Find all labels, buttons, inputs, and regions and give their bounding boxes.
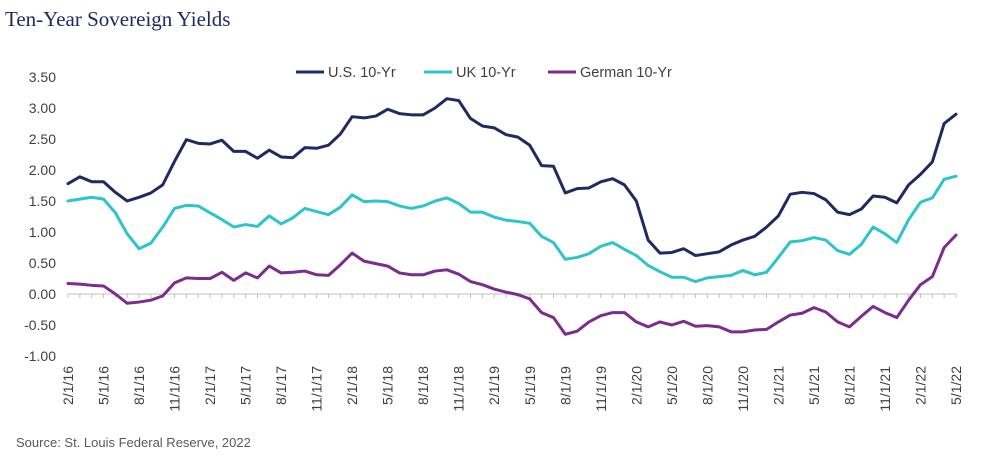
y-tick-label: -0.50 — [24, 317, 56, 333]
x-tick-label: 8/1/20 — [699, 366, 715, 405]
x-tick-label: 8/1/16 — [131, 366, 147, 405]
source-note: Source: St. Louis Federal Reserve, 2022 — [16, 435, 251, 450]
y-tick-label: 2.00 — [29, 162, 56, 178]
x-tick-label: 2/1/18 — [344, 366, 360, 405]
chart-title: Ten-Year Sovereign Yields — [5, 7, 231, 31]
x-tick-label: 8/1/19 — [557, 366, 573, 405]
x-tick-label: 11/1/21 — [877, 366, 893, 412]
legend-label: UK 10-Yr — [456, 65, 516, 81]
x-tick-label: 2/1/17 — [202, 366, 218, 405]
x-tick-label: 11/1/18 — [451, 366, 467, 412]
x-tick-label: 2/1/22 — [912, 366, 928, 405]
y-tick-label: 0.50 — [29, 255, 56, 271]
x-tick-label: 5/1/22 — [948, 366, 964, 405]
x-tick-label: 8/1/18 — [415, 366, 431, 405]
series-line-1 — [66, 174, 958, 284]
series-group — [66, 97, 958, 336]
x-tick-label: 11/1/17 — [309, 366, 325, 412]
x-tick-label: 5/1/17 — [238, 366, 254, 405]
x-tick-label: 8/1/17 — [273, 366, 289, 405]
y-tick-label: -1.00 — [24, 348, 56, 364]
x-tick-label: 2/1/21 — [770, 366, 786, 405]
x-tick-label: 5/1/20 — [664, 366, 680, 405]
y-tick-label: 2.50 — [29, 131, 56, 147]
y-tick-label: 0.00 — [29, 286, 56, 302]
y-axis: 3.50 3.00 2.50 2.00 1.50 1.00 0.50 0.00 -0.50 -1.… — [24, 69, 56, 364]
series-line-0 — [66, 97, 958, 258]
x-tick-label: 2/1/20 — [628, 366, 644, 405]
x-tick-label: 11/1/20 — [735, 366, 751, 412]
line-chart: U.S. 10-Yr UK 10-Yr German 10-Yr 3.50 3.00 2… — [24, 65, 964, 412]
x-tick-label: 5/1/19 — [522, 366, 538, 405]
y-tick-label: 1.50 — [29, 193, 56, 209]
x-tick-label: 2/1/19 — [486, 366, 502, 405]
x-tick-label: 5/1/21 — [806, 366, 822, 405]
legend-label: German 10-Yr — [580, 65, 672, 81]
x-tick-label: 5/1/16 — [96, 366, 112, 405]
series-line-2 — [66, 233, 958, 336]
x-tick-label: 11/1/16 — [167, 366, 183, 412]
legend: U.S. 10-Yr UK 10-Yr German 10-Yr — [296, 65, 672, 81]
legend-label: U.S. 10-Yr — [328, 65, 396, 81]
x-tick-label: 8/1/21 — [841, 366, 857, 405]
x-tick-label: 2/1/16 — [60, 366, 76, 405]
y-tick-label: 1.00 — [29, 224, 56, 240]
y-tick-label: 3.00 — [29, 100, 56, 116]
y-tick-label: 3.50 — [29, 69, 56, 85]
x-tick-label: 5/1/18 — [380, 366, 396, 405]
x-tick-label: 11/1/19 — [593, 366, 609, 412]
x-axis: 2/1/16 5/1/16 8/1/16 11/1/16 2/1/17 5/1/17 8/1… — [60, 293, 964, 412]
